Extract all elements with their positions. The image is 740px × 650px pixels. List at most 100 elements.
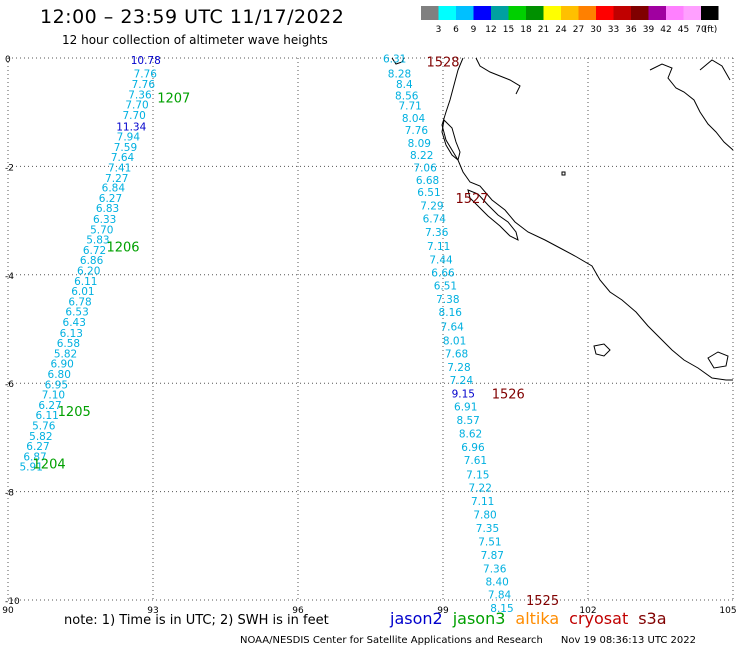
wave-height-label: 7.29 [420,200,443,212]
pass-time-label: 1204 [33,457,66,472]
wave-height-label: 7.36 [483,564,507,576]
wave-height-label: 5.70 [90,224,113,236]
wave-height-label: 5.91 [20,462,43,474]
wave-height-label: 7.59 [114,142,137,154]
wave-height-label: 7.51 [478,536,501,548]
colorbar-label: 45 [678,25,689,35]
pass-time-label: 1207 [157,92,190,107]
wave-height-label: 7.76 [134,69,158,81]
wave-height-label: 6.27 [26,441,49,453]
colorbar-label: 3 [436,25,442,35]
wave-height-label: 8.4 [396,79,413,91]
colorbar-label: 12 [485,25,496,35]
wave-height-label: 7.36 [425,227,449,239]
wave-height-label: 6.58 [57,338,80,350]
credit-text: NOAA/NESDIS Center for Satellite Applica… [240,635,543,646]
y-tick-label: -6 [5,380,14,390]
colorbar-swatch [491,6,509,20]
wave-height-label: 6.43 [63,317,86,329]
satellite-legend: jason2 jason3 altika cryosat s3a [390,609,677,628]
wave-height-label: 6.51 [434,281,457,293]
wave-height-label: 6.74 [423,213,447,225]
wave-height-label: 9.15 [452,388,475,400]
wave-height-label: 7.22 [469,482,492,494]
wave-height-label: 8.01 [443,335,466,347]
wave-height-label: 6.96 [461,442,485,454]
island [561,171,566,176]
wave-height-label: 7.76 [405,125,429,137]
wave-height-label: 7.64 [440,321,464,333]
wave-height-label: 7.06 [413,162,437,174]
wave-height-label: 8.04 [402,113,426,125]
x-tick-label: 96 [292,606,304,616]
colorbar-swatch [438,6,456,20]
wave-height-label: 8.28 [388,69,411,81]
wave-height-label: 10.78 [131,55,161,67]
wave-height-label: 8.22 [410,150,433,162]
wave-height-label: 7.70 [125,100,148,112]
legend-s3a: s3a [638,609,667,628]
island [707,351,729,369]
grid: 90 93 96 99 102 105 0 -2 -4 -6 -8 -10 [2,55,736,616]
legend-jason3: jason3 [452,609,506,628]
colorbar-label: 33 [608,25,619,35]
x-tick-label: 105 [719,606,736,616]
legend-altika: altika [515,609,560,628]
wave-height-label: 6.80 [48,369,71,381]
wave-height-label: 7.68 [445,348,468,360]
colorbar-swatch [578,6,596,20]
x-tick-label: 99 [437,606,449,616]
wave-height-label: 6.83 [96,203,119,215]
colorbar-label: 9 [471,25,477,35]
colorbar-swatch [421,6,439,20]
coastline [391,57,734,381]
wave-height-label: 8.40 [485,577,508,589]
colorbar-label: 39 [643,25,655,35]
credit-line: NOAA/NESDIS Center for Satellite Applica… [240,635,696,646]
footnote: note: 1) Time is in UTC; 2) SWH is in fe… [64,613,329,628]
wave-height-label: 6.66 [431,268,455,280]
wave-height-label: 6.68 [416,175,439,187]
wave-height-label: 8.62 [459,429,482,441]
colorbar-swatch [543,6,561,20]
island [441,118,461,161]
island [475,57,521,95]
wave-height-label: 6.86 [80,255,104,267]
colorbar-label: 70 [695,25,707,35]
y-tick-label: -2 [5,163,14,173]
y-tick-label: -4 [5,272,14,282]
pass-time-label: 1527 [455,192,488,207]
wave-height-label: 6.72 [83,245,106,257]
pass-time-label: 1528 [426,55,459,70]
x-tick-label: 102 [579,606,596,616]
wave-height-label: 7.84 [488,590,512,602]
wave-height-label: 6.20 [77,265,100,277]
colorbar-swatch [473,6,491,20]
wave-height-label: 6.33 [93,214,116,226]
legend-cryosat: cryosat [569,609,629,628]
wave-height-label: 7.61 [464,455,487,467]
pass-time-label: 1206 [106,241,139,256]
island [593,343,611,357]
track-cryosat: 6.318.288.48.567.718.047.768.098.227.066… [383,54,559,616]
colorbar-swatch [701,6,719,20]
wave-height-label: 6.31 [383,54,406,66]
wave-height-label: 7.76 [132,79,156,91]
colorbar-swatch [596,6,614,20]
colorbar-swatch [648,6,666,20]
wave-height-label: 7.28 [447,362,470,374]
wave-height-label: 8.56 [395,90,419,102]
colorbar-label: 24 [555,25,567,35]
wave-height-label: 8.09 [408,138,431,150]
wave-height-label: 7.38 [436,294,459,306]
y-tick-label: -8 [5,489,14,499]
colorbar-label: 36 [625,25,637,35]
wave-height-label: 7.11 [427,241,450,253]
y-tick-label: 0 [5,55,11,65]
x-tick-label: 93 [147,606,158,616]
colorbar-label: 21 [538,25,549,35]
colorbar-label: 30 [590,25,602,35]
wave-height-label: 11.34 [116,121,146,133]
colorbar-label: 15 [503,25,514,35]
colorbar-swatch [613,6,631,20]
